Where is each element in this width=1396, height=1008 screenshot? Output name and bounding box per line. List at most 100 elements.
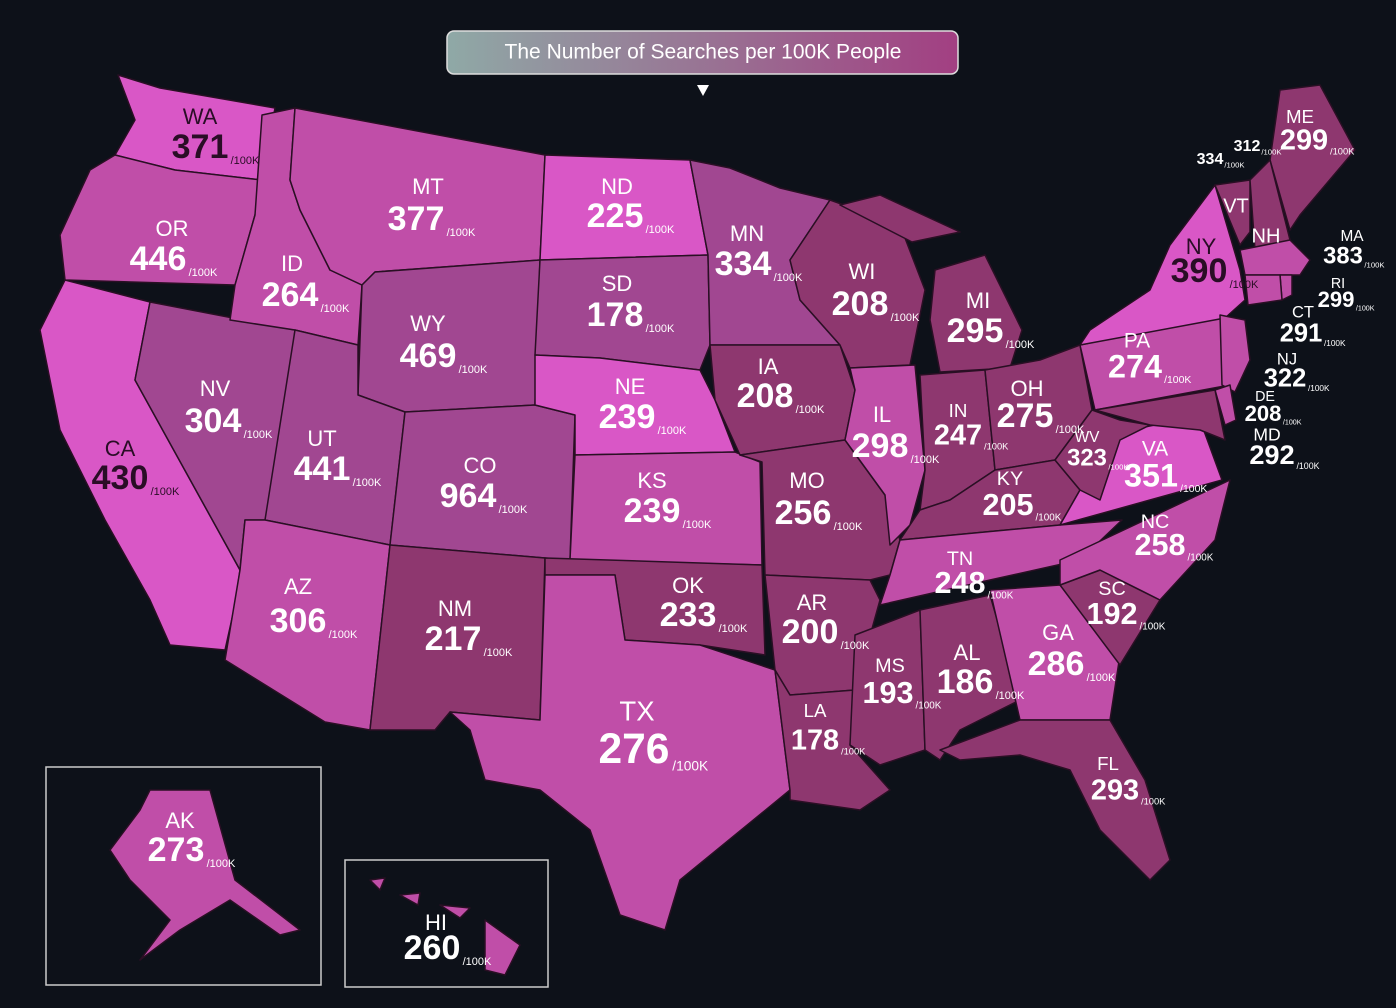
unit-label: /100K	[1087, 672, 1116, 684]
inset-box	[344, 859, 549, 988]
unit-label: /100K	[1164, 375, 1191, 386]
states	[39, 74, 1356, 976]
state-abbr: MN	[730, 221, 764, 246]
state-value: 239	[599, 398, 656, 436]
state-abbr: PA	[1124, 330, 1150, 353]
state-value: 256	[775, 494, 832, 532]
unit-label: /100K	[484, 647, 513, 659]
state-abbr: NY	[1186, 234, 1217, 259]
unit-label: /100K	[1296, 461, 1319, 471]
state-value: 323	[1067, 444, 1107, 471]
state-abbr: MD	[1253, 425, 1280, 445]
unit-label: /100K	[151, 486, 180, 498]
unit-label: /100K	[1356, 305, 1375, 313]
state-value: 430	[92, 459, 149, 497]
state-abbr: MA	[1340, 228, 1364, 245]
state-abbr: OR	[156, 216, 189, 241]
state-abbr: AL	[954, 640, 981, 665]
state-shape	[1269, 84, 1356, 231]
state-abbr: VA	[1142, 438, 1168, 461]
state-value: 276	[599, 726, 670, 773]
state-shape	[774, 669, 891, 811]
state-value: 205	[982, 488, 1033, 522]
state-value: 469	[400, 337, 457, 375]
unit-label: /100K	[774, 272, 803, 284]
unit-label: /100K	[996, 690, 1025, 702]
unit-label: /100K	[447, 227, 476, 239]
state-value: 225	[587, 197, 644, 235]
state-abbr: WV	[1075, 429, 1101, 446]
unit-label: /100K	[719, 623, 748, 635]
state-abbr: KY	[997, 468, 1023, 490]
state-shape	[844, 364, 926, 546]
unit-label: /100K	[189, 267, 218, 279]
state-value: 208	[832, 285, 889, 323]
unit-label: /100K	[463, 956, 492, 968]
unit-label: /100K	[916, 700, 942, 711]
state-abbr: MS	[875, 655, 905, 677]
state-shape	[439, 904, 471, 919]
unit-label: /100K	[1036, 512, 1062, 523]
state-value: 292	[1249, 439, 1294, 470]
state-abbr: VT	[1223, 195, 1249, 217]
unit-label: /100K	[984, 442, 1009, 452]
state-value: 178	[791, 725, 839, 757]
state-value: 377	[388, 200, 445, 238]
state-abbr: CT	[1292, 303, 1314, 321]
state-abbr: ID	[281, 251, 303, 276]
state-value: 248	[934, 566, 985, 600]
state-shape	[1244, 274, 1283, 306]
state-abbr: SD	[602, 271, 633, 296]
state-value: 275	[997, 397, 1054, 435]
unit-label: /100K	[834, 521, 863, 533]
unit-label: /100K	[841, 640, 870, 652]
state-abbr: WI	[849, 259, 876, 284]
state-value: 334	[715, 245, 772, 283]
state-shape	[919, 594, 1021, 761]
unit-label: /100K	[1056, 424, 1085, 436]
state-shape	[849, 609, 926, 766]
state-abbr: TN	[947, 548, 973, 570]
state-abbr: MT	[412, 174, 444, 199]
state-shape	[1059, 479, 1231, 601]
unit-label: /100K	[1140, 621, 1166, 632]
state-value: 298	[852, 427, 909, 465]
state-abbr: RI	[1331, 276, 1345, 292]
unit-label: /100K	[683, 519, 712, 531]
state-abbr: IN	[949, 400, 968, 421]
state-value: 233	[660, 596, 717, 634]
state-value: 306	[270, 602, 327, 640]
unit-label: /100K	[1006, 339, 1035, 351]
unit-label: /100K	[244, 429, 273, 441]
title: The Number of Searches per 100K People	[505, 41, 902, 64]
state-abbr: DE	[1255, 389, 1275, 405]
state-shape	[369, 877, 386, 891]
state-shape	[1239, 239, 1311, 276]
state-value: 295	[947, 312, 1004, 350]
state-value: 371	[172, 128, 229, 166]
state-abbr: WY	[410, 311, 446, 336]
state-value: 293	[1091, 775, 1139, 807]
state-shape	[1094, 389, 1226, 441]
state-abbr: KS	[637, 468, 666, 493]
unit-label: /100K	[499, 504, 528, 516]
state-abbr: OK	[672, 573, 704, 598]
state-value: 193	[862, 676, 913, 710]
state-abbr: AK	[165, 808, 195, 833]
state-abbr: AZ	[284, 574, 312, 599]
state-abbr: LA	[804, 700, 827, 721]
unit-label: /100K	[1180, 484, 1207, 495]
state-value: 274	[1108, 349, 1162, 385]
unit-label: /100K	[1330, 147, 1355, 157]
state-abbr: GA	[1042, 620, 1074, 645]
unit-label: /100K	[1108, 462, 1129, 471]
unit-label: /100K	[988, 590, 1014, 601]
state-value: 351	[1124, 458, 1178, 494]
state-shape	[1054, 409, 1151, 501]
state-value: 192	[1086, 597, 1137, 631]
unit-label: /100K	[353, 477, 382, 489]
state-shape	[1219, 314, 1251, 393]
state-value: 217	[425, 620, 482, 658]
state-shape	[484, 919, 521, 976]
